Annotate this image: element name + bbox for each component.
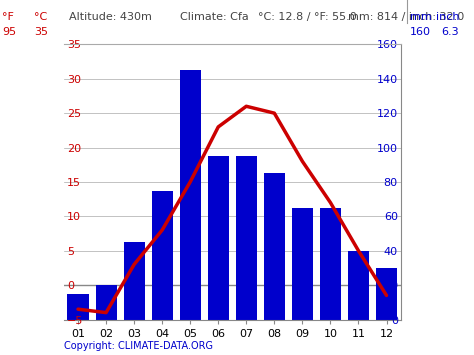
Text: 160: 160 xyxy=(410,27,431,37)
Bar xyxy=(348,251,369,320)
Text: Altitude: 430m: Altitude: 430m xyxy=(69,12,152,22)
Text: Copyright: CLIMATE-DATA.ORG: Copyright: CLIMATE-DATA.ORG xyxy=(64,342,213,351)
Bar xyxy=(264,173,285,320)
Text: °C: 12.8 / °F: 55.0: °C: 12.8 / °F: 55.0 xyxy=(258,12,357,22)
Text: °C: °C xyxy=(34,12,47,22)
Text: inch: inch xyxy=(436,12,460,22)
Bar xyxy=(376,268,397,320)
Bar xyxy=(320,208,341,320)
Text: °F: °F xyxy=(2,12,14,22)
Bar xyxy=(180,70,201,320)
Text: 95: 95 xyxy=(2,27,17,37)
Text: mm: mm xyxy=(410,12,432,22)
Text: Climate: Cfa: Climate: Cfa xyxy=(180,12,249,22)
Bar xyxy=(292,208,313,320)
Text: mm: 814 / inch: 32.0: mm: 814 / inch: 32.0 xyxy=(348,12,465,22)
Bar xyxy=(124,242,145,320)
Bar xyxy=(67,294,89,320)
Bar xyxy=(236,156,257,320)
Bar xyxy=(152,191,173,320)
Bar xyxy=(208,156,229,320)
Text: 6.3: 6.3 xyxy=(441,27,458,37)
Text: 35: 35 xyxy=(34,27,48,37)
Bar xyxy=(96,285,117,320)
